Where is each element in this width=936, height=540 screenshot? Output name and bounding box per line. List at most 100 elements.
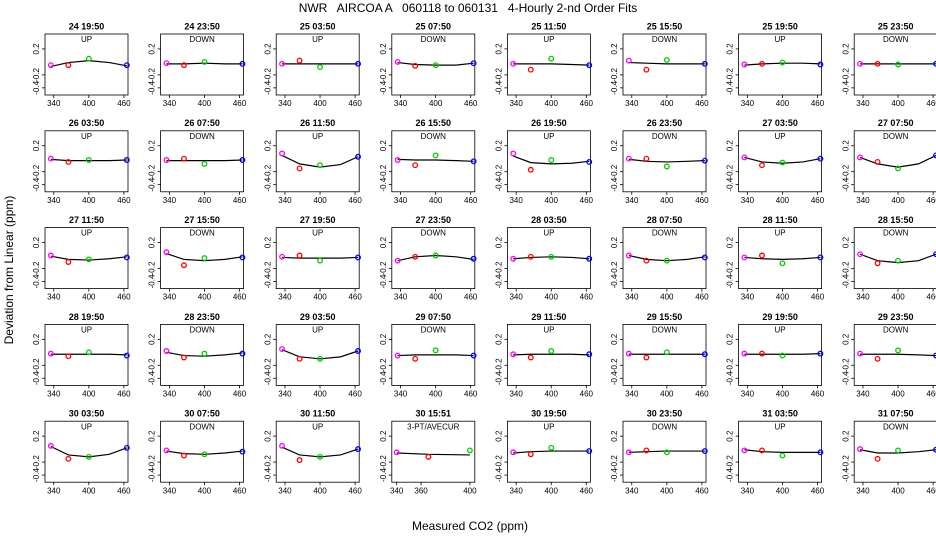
y-tick-label: -0.4	[148, 80, 157, 94]
y-tick-label: -0.2	[610, 358, 619, 372]
data-point	[625, 57, 632, 64]
data-point	[874, 260, 881, 267]
data-point	[239, 254, 246, 261]
panel-label: DOWN	[652, 229, 678, 238]
y-tick-label: -0.4	[263, 468, 272, 482]
y-tick-label: -0.2	[495, 164, 504, 178]
y-tick-label: -0.2	[148, 261, 157, 275]
x-axis-label: Measured CO2 (ppm)	[412, 519, 528, 533]
y-tick-label: -0.4	[726, 274, 735, 288]
x-tick-label: 460	[233, 293, 247, 302]
data-point	[412, 253, 419, 260]
panel-label: DOWN	[421, 326, 447, 335]
x-tick-label: 400	[660, 486, 674, 495]
x-tick-label: 340	[625, 196, 639, 205]
y-tick-label: 0.2	[610, 140, 619, 152]
data-point	[817, 449, 824, 456]
y-tick-label: -0.4	[495, 468, 504, 482]
data-point	[355, 446, 361, 453]
y-tick-label: -0.4	[379, 274, 388, 288]
data-point	[779, 159, 786, 166]
y-tick-label: 0.2	[263, 430, 272, 442]
x-tick-label: 460	[695, 486, 709, 495]
panel-label: UP	[543, 132, 554, 141]
panel-label: DOWN	[421, 229, 447, 238]
y-tick-label: -0.4	[726, 468, 735, 482]
panel-title: 27 15:50	[184, 215, 220, 225]
y-tick-label: -0.4	[379, 371, 388, 385]
y-tick-label: -0.2	[263, 261, 272, 275]
x-tick-label: 340	[390, 486, 404, 495]
data-point	[933, 251, 936, 258]
x-tick-label: 460	[348, 486, 362, 495]
data-point	[857, 60, 863, 67]
x-tick-label: 340	[741, 293, 755, 302]
panel-title: 29 07:50	[416, 312, 452, 322]
y-tick-label: -0.2	[726, 455, 735, 469]
data-point	[317, 453, 323, 460]
x-tick-label: 460	[811, 390, 825, 399]
x-tick-label: 400	[545, 293, 559, 302]
y-tick-label: -0.4	[610, 468, 619, 482]
data-point	[394, 157, 401, 163]
fit-curve	[166, 252, 243, 262]
panel-frame	[275, 130, 360, 193]
y-tick-label: 0.2	[610, 430, 619, 442]
y-tick-label: -0.2	[379, 455, 388, 469]
panel-title: 31 07:50	[878, 409, 914, 419]
panel-label: UP	[312, 326, 323, 335]
data-point	[296, 457, 303, 464]
panel-title: 25 19:50	[762, 21, 798, 31]
panel-title: 29 03:50	[300, 312, 336, 322]
y-tick-label: -0.2	[841, 164, 850, 178]
panel-label: DOWN	[652, 326, 678, 335]
x-tick-label: 460	[117, 486, 131, 495]
panel-label: DOWN	[421, 35, 447, 44]
data-point	[47, 252, 54, 259]
y-tick-label: -0.4	[495, 274, 504, 288]
y-tick-label: -0.4	[841, 80, 850, 94]
data-point	[895, 257, 901, 264]
panel-title: 27 07:50	[878, 118, 914, 128]
x-tick-label: 340	[509, 196, 523, 205]
data-point	[548, 444, 555, 451]
data-point	[47, 350, 54, 357]
y-tick-label: -0.2	[148, 455, 157, 469]
y-tick-label: 0.2	[841, 236, 850, 248]
fit-curve	[744, 449, 821, 453]
panel-frame	[622, 323, 707, 386]
data-point	[123, 352, 130, 359]
panel-title: 26 15:50	[416, 118, 452, 128]
fit-curve	[166, 159, 243, 162]
data-point	[548, 253, 555, 260]
x-tick-label: 460	[811, 99, 825, 108]
x-tick-label: 400	[82, 486, 96, 495]
data-point	[181, 354, 187, 361]
fit-curve	[513, 155, 590, 165]
panel-title: 24 23:50	[184, 21, 220, 31]
x-tick-label: 400	[891, 196, 905, 205]
y-tick-label: -0.2	[841, 455, 850, 469]
y-tick-label: -0.4	[263, 177, 272, 191]
y-tick-label: -0.4	[148, 371, 157, 385]
data-point	[527, 354, 534, 361]
y-tick-label: 0.2	[726, 43, 735, 55]
data-point	[470, 60, 477, 67]
y-tick-label: 0.2	[263, 140, 272, 152]
panel-frame	[853, 33, 936, 96]
data-point	[701, 157, 708, 164]
data-point	[663, 163, 670, 170]
data-point	[586, 448, 593, 455]
y-tick-label: -0.4	[32, 274, 41, 288]
x-tick-label: 400	[82, 390, 96, 399]
data-point	[895, 61, 901, 68]
data-point	[643, 354, 650, 361]
y-tick-label: 0.2	[610, 333, 619, 345]
y-tick-label: -0.4	[379, 468, 388, 482]
x-tick-label: 400	[198, 196, 212, 205]
data-point	[201, 58, 208, 65]
panel-frame	[160, 323, 245, 386]
data-point	[527, 166, 534, 173]
x-tick-label: 400	[429, 293, 443, 302]
panel-frame	[44, 227, 129, 290]
